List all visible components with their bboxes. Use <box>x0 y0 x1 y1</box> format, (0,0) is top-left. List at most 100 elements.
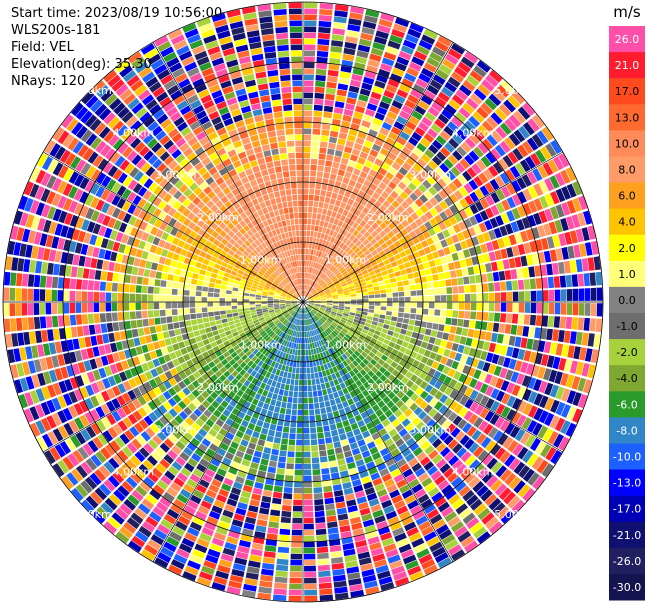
velocity-gate <box>416 548 430 559</box>
velocity-gate <box>339 525 351 533</box>
velocity-gate <box>248 263 255 270</box>
velocity-gate <box>328 533 340 541</box>
velocity-gate <box>288 342 292 348</box>
velocity-gate <box>196 376 205 385</box>
velocity-gate <box>488 70 503 83</box>
velocity-gate <box>245 350 252 357</box>
velocity-gate <box>260 321 267 326</box>
velocity-gate <box>252 411 260 419</box>
velocity-gate <box>366 210 375 218</box>
velocity-gate <box>332 292 338 296</box>
velocity-gate <box>148 318 155 326</box>
velocity-gate <box>421 525 434 537</box>
velocity-gate <box>234 263 241 270</box>
velocity-gate <box>466 494 479 507</box>
velocity-gate <box>454 352 463 362</box>
velocity-gate <box>518 125 531 139</box>
velocity-gate <box>577 317 585 331</box>
velocity-gate <box>318 327 323 333</box>
velocity-gate <box>130 320 137 329</box>
velocity-gate <box>277 337 282 343</box>
velocity-gate <box>298 313 301 320</box>
velocity-gate <box>188 221 196 230</box>
velocity-gate <box>166 361 175 370</box>
velocity-gate <box>474 213 484 224</box>
velocity-gate <box>431 101 443 113</box>
velocity-gate <box>319 588 333 595</box>
velocity-gate <box>312 282 317 288</box>
velocity-gate <box>97 158 109 171</box>
velocity-gate <box>331 291 338 295</box>
velocity-gate <box>139 259 147 268</box>
velocity-gate <box>233 455 243 464</box>
velocity-gate <box>231 291 238 295</box>
velocity-gate <box>303 385 308 392</box>
velocity-gate <box>311 274 315 280</box>
velocity-gate <box>342 360 349 367</box>
velocity-gate <box>311 290 317 295</box>
velocity-gate <box>463 375 473 386</box>
velocity-gate <box>323 323 328 329</box>
velocity-gate <box>488 93 502 107</box>
velocity-gate <box>395 400 405 409</box>
velocity-gate <box>401 78 414 88</box>
velocity-gate <box>429 217 438 227</box>
velocity-gate <box>349 370 356 377</box>
velocity-gate <box>424 445 435 455</box>
velocity-gate <box>250 326 257 332</box>
velocity-gate <box>195 291 202 297</box>
velocity-gate <box>109 363 118 375</box>
velocity-gate <box>386 111 398 120</box>
velocity-gate <box>504 324 512 334</box>
velocity-gate <box>202 258 210 266</box>
velocity-gate <box>330 360 336 368</box>
velocity-gate <box>27 230 37 244</box>
velocity-gate <box>336 194 344 201</box>
velocity-gate <box>338 408 346 416</box>
velocity-gate <box>115 362 124 372</box>
velocity-gate <box>517 400 527 413</box>
velocity-gate <box>184 565 199 576</box>
velocity-gate <box>346 319 353 324</box>
velocity-gate <box>405 172 415 182</box>
velocity-gate <box>316 321 321 327</box>
velocity-gate <box>324 330 329 336</box>
velocity-gate <box>306 293 311 298</box>
velocity-gate <box>98 248 106 259</box>
velocity-gate <box>191 278 198 285</box>
velocity-gate <box>369 446 379 455</box>
velocity-gate <box>454 111 467 123</box>
velocity-gate <box>71 468 84 482</box>
velocity-gate <box>587 257 595 271</box>
velocity-gate <box>343 47 356 56</box>
velocity-gate <box>558 153 570 168</box>
velocity-gate <box>343 487 354 495</box>
velocity-gate <box>329 274 336 280</box>
velocity-gate <box>391 28 405 39</box>
velocity-gate <box>324 497 334 505</box>
velocity-gate <box>204 468 216 478</box>
velocity-gate <box>122 404 132 416</box>
velocity-gate <box>500 292 507 302</box>
velocity-gate <box>283 319 288 325</box>
velocity-gate <box>191 253 199 261</box>
velocity-gate <box>313 316 318 321</box>
velocity-gate <box>543 341 552 354</box>
velocity-gate <box>304 284 307 291</box>
velocity-gate <box>413 406 423 416</box>
velocity-gate <box>337 220 344 227</box>
velocity-gate <box>495 215 504 226</box>
velocity-gate <box>372 418 381 426</box>
velocity-gate <box>96 506 110 520</box>
velocity-gate <box>321 129 330 136</box>
velocity-gate <box>379 332 387 339</box>
velocity-gate <box>420 456 431 467</box>
velocity-gate <box>365 9 380 18</box>
velocity-gate <box>349 390 357 398</box>
velocity-gate <box>96 172 107 185</box>
velocity-gate <box>141 250 149 260</box>
velocity-gate <box>388 256 396 263</box>
velocity-gate <box>310 274 314 280</box>
velocity-gate <box>414 126 426 137</box>
velocity-gate <box>147 400 157 411</box>
